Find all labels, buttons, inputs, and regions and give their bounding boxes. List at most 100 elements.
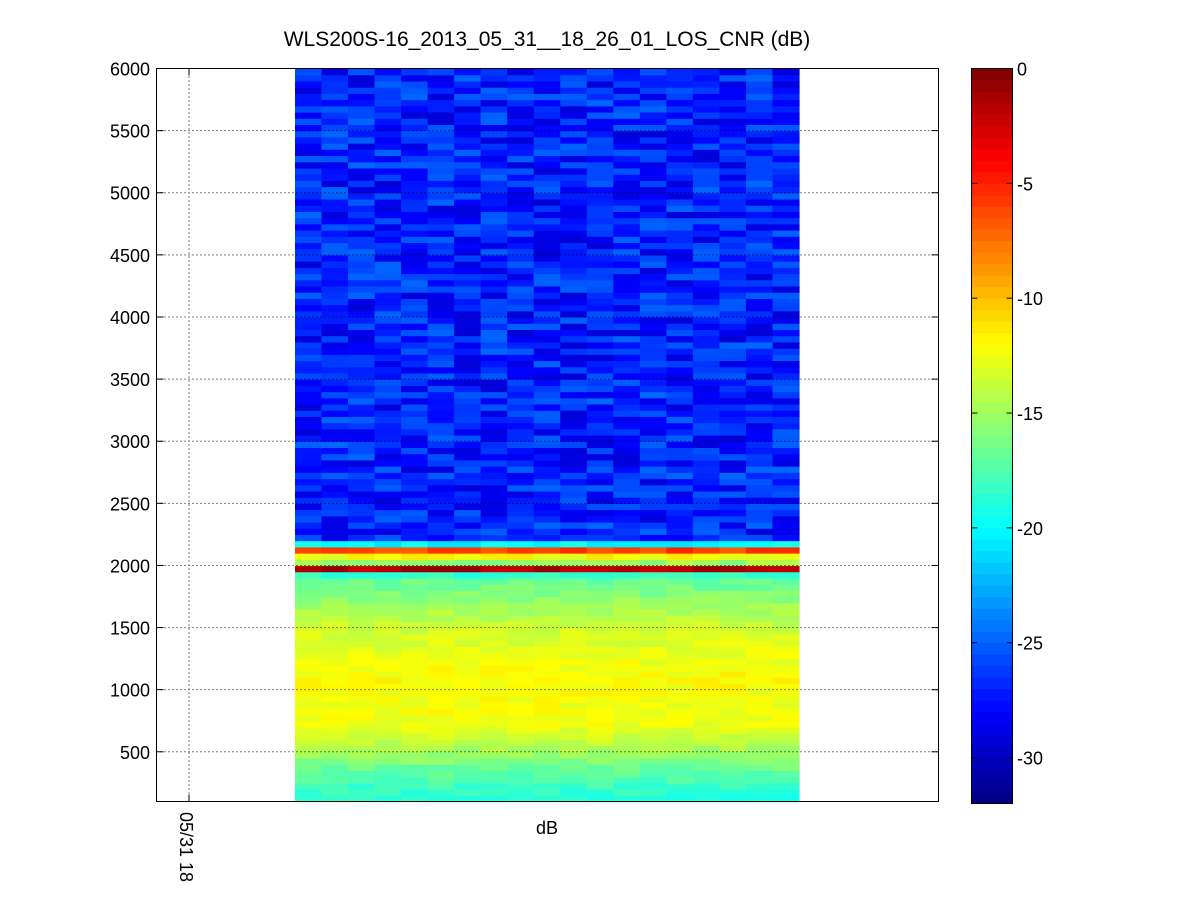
heatmap-cell: [533, 559, 561, 567]
colorbar-segment: [971, 114, 1013, 127]
heatmap-cell: [454, 211, 482, 219]
heatmap-cell: [348, 484, 376, 492]
heatmap-cell: [613, 720, 641, 728]
heatmap-cell: [401, 261, 429, 268]
heatmap-cell: [480, 261, 508, 268]
heatmap-cell: [613, 130, 641, 138]
heatmap-cell: [586, 403, 614, 411]
heatmap-cell: [719, 186, 747, 194]
heatmap-cell: [666, 789, 694, 796]
heatmap-cell: [666, 540, 694, 548]
heatmap-cell: [507, 714, 535, 722]
heatmap-cell: [692, 584, 721, 591]
heatmap-cell: [639, 478, 667, 486]
heatmap-cell: [507, 174, 535, 181]
heatmap-cell: [745, 254, 774, 262]
heatmap-cell: [772, 174, 800, 181]
heatmap-cell: [401, 217, 429, 225]
heatmap-cell: [348, 546, 376, 554]
heatmap-cell: [639, 68, 667, 76]
heatmap-cell: [295, 348, 323, 355]
heatmap-cell: [745, 795, 774, 803]
heatmap-cell: [692, 87, 721, 94]
heatmap-cell: [533, 658, 561, 666]
heatmap-cell: [295, 335, 323, 343]
heatmap-cell: [427, 683, 455, 691]
heatmap-cell: [745, 124, 774, 132]
heatmap-cell: [348, 186, 376, 194]
heatmap-cell: [560, 316, 588, 324]
heatmap-cell: [295, 590, 323, 598]
heatmap-cell: [560, 633, 588, 641]
heatmap-cell: [692, 639, 721, 647]
heatmap-cell: [745, 410, 774, 417]
heatmap-cell: [348, 795, 376, 803]
heatmap-cell: [348, 478, 376, 486]
heatmap-cell: [374, 329, 402, 337]
heatmap-cell: [745, 310, 774, 318]
heatmap-cell: [533, 521, 561, 529]
heatmap-cell: [427, 267, 455, 275]
heatmap-cell: [560, 217, 588, 225]
heatmap-cell: [427, 664, 455, 672]
heatmap-cell: [295, 329, 323, 337]
heatmap-cell: [692, 726, 721, 734]
heatmap-cell: [454, 410, 482, 417]
heatmap-cell: [401, 621, 429, 629]
heatmap-cell: [639, 285, 667, 293]
heatmap-cell: [454, 447, 482, 455]
heatmap-cell: [533, 310, 561, 318]
heatmap-cell: [401, 391, 429, 399]
heatmap-cell: [533, 68, 561, 76]
heatmap-cell: [427, 720, 455, 728]
heatmap-cell: [427, 341, 455, 349]
heatmap-cell: [666, 621, 694, 629]
heatmap-cell: [401, 758, 429, 765]
heatmap-cell: [321, 646, 349, 654]
heatmap-cell: [321, 87, 349, 94]
heatmap-cell: [374, 335, 402, 343]
heatmap-cell: [480, 528, 508, 535]
heatmap-cell: [295, 683, 323, 691]
heatmap-cell: [719, 167, 747, 175]
heatmap-cell: [613, 677, 641, 685]
heatmap-cell: [772, 310, 800, 318]
heatmap-cell: [639, 472, 667, 480]
heatmap-cell: [639, 770, 667, 778]
heatmap-cell: [533, 608, 561, 616]
heatmap-cell: [772, 789, 800, 796]
heatmap-cell: [666, 403, 694, 411]
heatmap-cell: [613, 304, 641, 312]
heatmap-cell: [745, 671, 774, 678]
heatmap-cell: [454, 652, 482, 660]
heatmap-cell: [772, 590, 800, 598]
heatmap-cell: [533, 627, 561, 635]
heatmap-cell: [745, 223, 774, 231]
heatmap-cell: [533, 348, 561, 355]
heatmap-cell: [427, 279, 455, 287]
heatmap-cell: [454, 192, 482, 200]
heatmap-cell: [639, 764, 667, 772]
heatmap-cell: [719, 720, 747, 728]
heatmap-cell: [480, 608, 508, 616]
heatmap-cell: [295, 161, 323, 169]
heatmap-cell: [745, 186, 774, 194]
heatmap-cell: [666, 93, 694, 101]
heatmap-cell: [719, 540, 747, 548]
colorbar-segment: [971, 125, 1013, 138]
heatmap-cell: [507, 385, 535, 393]
heatmap-cell: [348, 217, 376, 225]
heatmap-cell: [692, 316, 721, 324]
heatmap-cell: [480, 577, 508, 585]
heatmap-cell: [507, 397, 535, 405]
heatmap-cell: [772, 447, 800, 455]
heatmap-cell: [692, 497, 721, 504]
heatmap-cell: [427, 441, 455, 449]
heatmap-cell: [719, 789, 747, 796]
heatmap-cell: [692, 242, 721, 250]
heatmap-cell: [374, 559, 402, 567]
heatmap-cell: [560, 739, 588, 747]
heatmap-cell: [454, 68, 482, 76]
heatmap-cell: [719, 534, 747, 542]
heatmap-cell: [454, 354, 482, 362]
